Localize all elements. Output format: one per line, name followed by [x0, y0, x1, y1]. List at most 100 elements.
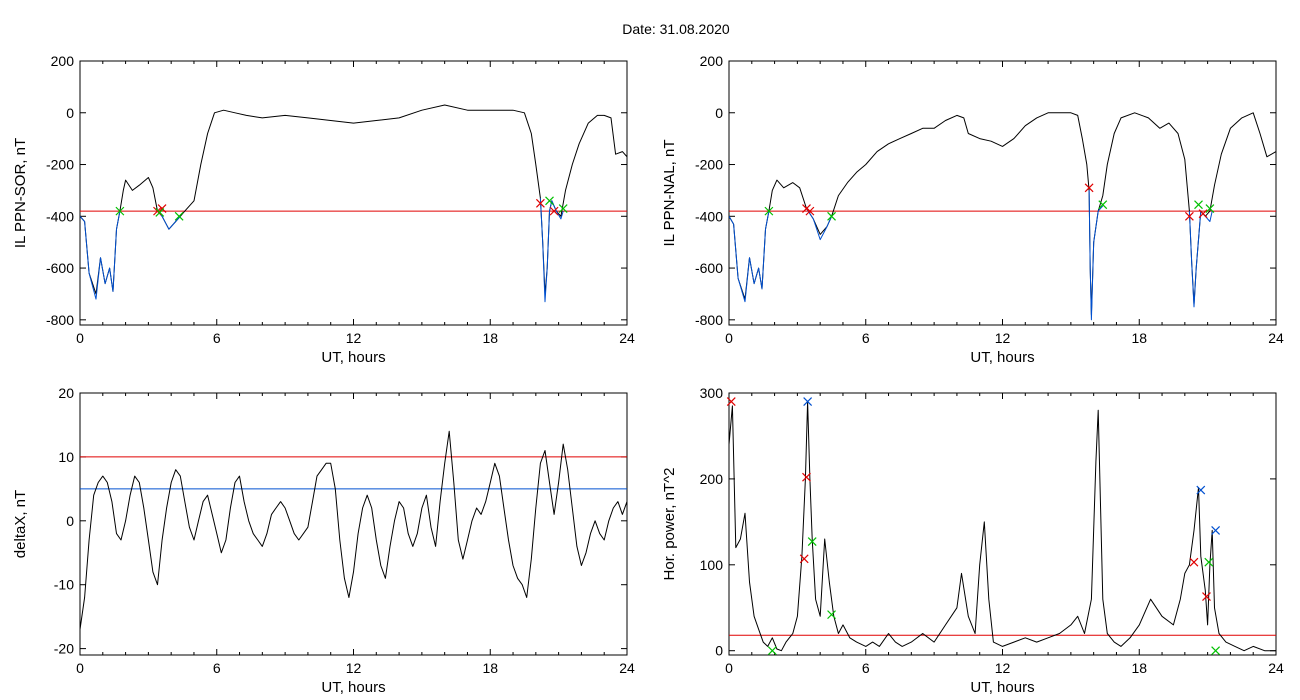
plot-frame	[79, 392, 628, 656]
marker-stroke	[1196, 485, 1206, 495]
marker-green	[767, 646, 777, 656]
marker-red	[549, 206, 559, 216]
marker-stroke	[807, 537, 817, 547]
marker-blue	[803, 397, 813, 407]
marker-stroke	[1198, 209, 1208, 219]
marker-red	[1184, 211, 1194, 221]
marker-green	[764, 206, 774, 216]
marker-stroke	[535, 198, 545, 208]
marker-stroke	[1211, 646, 1221, 656]
y-axis-label: deltaX, nT	[12, 490, 29, 558]
y-tick-label: -800	[46, 312, 74, 328]
x-tick-label: 18	[482, 330, 498, 346]
y-tick-label: -400	[46, 208, 74, 224]
y-axis-label: Hor. power, nT^2	[661, 468, 678, 581]
y-tick-label: 0	[715, 643, 723, 659]
marker-stroke	[1211, 526, 1221, 535]
x-tick-label: 24	[1268, 330, 1284, 346]
series-line-black	[729, 112, 1276, 316]
x-tick-label: 12	[346, 330, 362, 346]
marker-stroke	[803, 397, 813, 407]
y-tick-label: 20	[58, 385, 74, 401]
marker-stroke	[545, 196, 554, 206]
series-group	[729, 112, 1276, 321]
series-line-blue	[729, 211, 770, 303]
x-tick-label: 18	[1131, 660, 1147, 676]
marker-stroke	[764, 206, 774, 216]
series-line-blue	[1088, 190, 1104, 321]
marker-stroke	[558, 204, 568, 213]
x-tick-label: 12	[995, 660, 1011, 676]
y-tick-label: -200	[695, 157, 723, 173]
y-tick-label: 0	[715, 105, 723, 121]
marker-stroke	[1184, 211, 1194, 221]
marker-stroke	[1194, 200, 1203, 210]
marker-green	[827, 610, 836, 620]
marker-stroke	[153, 206, 162, 216]
x-tick-label: 12	[346, 660, 362, 676]
y-tick-label: -200	[46, 157, 74, 173]
marker-blue	[1211, 526, 1221, 535]
marker-stroke	[1204, 557, 1214, 567]
y-axis-label: IL PPN-NAL, nT	[661, 140, 678, 247]
x-tick-label: 6	[862, 660, 870, 676]
marker-green	[1211, 646, 1221, 656]
series-line-black	[729, 401, 1276, 652]
x-tick-label: 6	[213, 330, 221, 346]
marker-red	[799, 554, 809, 564]
x-axis-label: UT, hours	[321, 679, 385, 696]
x-tick-label: 24	[619, 660, 635, 676]
marker-red	[1084, 183, 1094, 193]
series-line-blue	[806, 208, 833, 241]
marker-stroke	[799, 554, 809, 564]
series-line-blue	[539, 198, 564, 303]
plot-frame	[728, 392, 1277, 656]
marker-stroke	[827, 211, 836, 221]
x-tick-label: 6	[213, 660, 221, 676]
series-line-black	[80, 430, 627, 630]
y-tick-label: 0	[66, 105, 74, 121]
x-tick-label: 12	[995, 330, 1011, 346]
marker-red	[805, 206, 815, 216]
marker-blue	[1196, 485, 1206, 495]
x-tick-label: 0	[725, 330, 733, 346]
y-tick-label: -600	[695, 260, 723, 276]
marker-stroke	[805, 206, 815, 216]
marker-stroke	[174, 211, 184, 221]
marker-red	[1198, 209, 1208, 219]
marker-stroke	[1098, 200, 1108, 210]
marker-stroke	[155, 207, 165, 217]
marker-green	[545, 196, 554, 206]
y-tick-label: 100	[700, 557, 724, 573]
figure-title: Date: 31.08.2020	[622, 21, 730, 37]
x-tick-label: 0	[76, 330, 84, 346]
marker-green	[1204, 557, 1214, 567]
marker-green	[115, 206, 125, 216]
marker-green	[155, 207, 165, 217]
y-tick-label: 200	[51, 53, 75, 69]
y-axis-label: IL PPN-SOR, nT	[12, 138, 29, 248]
y-tick-label: 200	[700, 53, 724, 69]
x-tick-label: 24	[619, 330, 635, 346]
marker-red	[535, 198, 545, 208]
series-group	[80, 430, 627, 630]
series-line-blue	[80, 211, 121, 300]
y-tick-label: -800	[695, 312, 723, 328]
series-line-blue	[1188, 210, 1213, 308]
marker-green	[1205, 204, 1215, 213]
y-tick-label: -600	[46, 260, 74, 276]
marker-stroke	[115, 206, 125, 216]
x-tick-label: 0	[76, 660, 84, 676]
marker-stroke	[1202, 592, 1211, 602]
marker-green	[1194, 200, 1203, 210]
series-group	[729, 401, 1276, 652]
panel-nal: 0 6 12 18 24 -800 -600 -400 -200 0 200 UT, hours IL …	[661, 53, 1284, 366]
marker-green	[1098, 200, 1108, 210]
y-tick-label: 0	[66, 513, 74, 529]
y-tick-label: 200	[700, 471, 724, 487]
x-tick-label: 0	[725, 660, 733, 676]
marker-green	[558, 204, 568, 213]
marker-green	[174, 211, 184, 221]
marker-red	[153, 206, 162, 216]
